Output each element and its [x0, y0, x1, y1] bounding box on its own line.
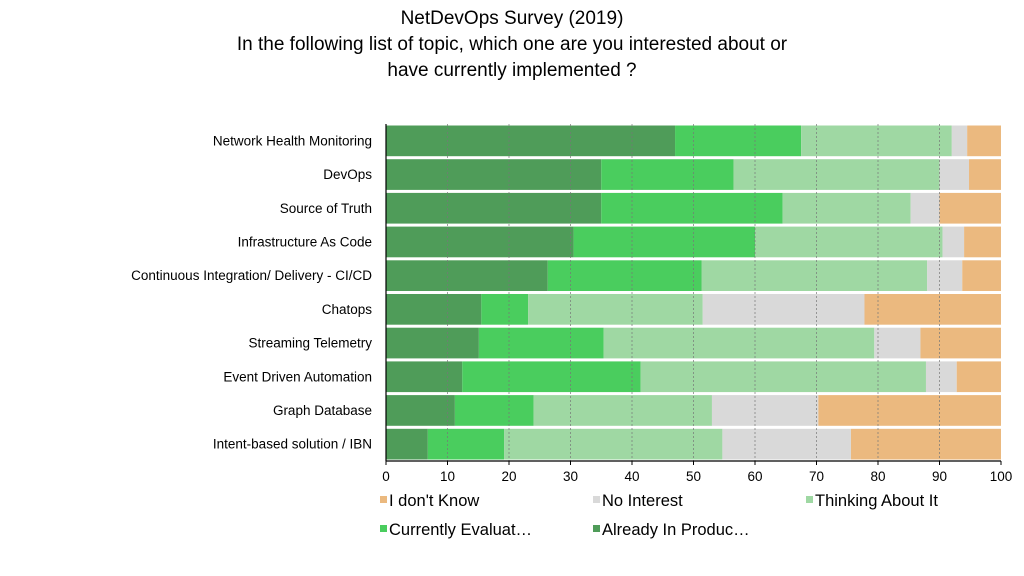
x-tick-label-0: 0 — [382, 469, 390, 484]
category-label-event-driven-automation: Event Driven Automation — [223, 369, 372, 384]
bar-chatops-currently-evaluat — [481, 294, 529, 325]
x-tick-label-70: 70 — [809, 469, 824, 484]
bar-graph-database-thinking-about-it — [533, 395, 712, 426]
chart-title: NetDevOps Survey (2019) In the following… — [0, 6, 1024, 84]
chart-title-line-2: In the following list of topic, which on… — [236, 34, 788, 55]
bar-infrastructure-as-code-no-interest — [942, 226, 965, 258]
bar-graph-database-i-don-t-know — [818, 395, 1001, 426]
x-tick-label-30: 30 — [563, 469, 578, 484]
bar-network-health-monitoring-no-interest — [951, 125, 968, 157]
bar-graph-database-already-in-produc — [386, 395, 455, 426]
bar-graph-database-currently-evaluat — [454, 395, 534, 426]
bar-network-health-monitoring-already-in-produc — [386, 125, 676, 157]
bar-intent-based-solution-ibn-currently-evaluat — [427, 428, 505, 460]
bar-infrastructure-as-code-currently-evaluat — [573, 226, 755, 258]
bar-continuous-integration-delivery-ci-cd-thinking-about-it — [701, 260, 928, 291]
bar-infrastructure-as-code-i-don-t-know — [964, 226, 1001, 258]
bar-source-of-truth-already-in-produc — [386, 192, 602, 224]
bar-devops-currently-evaluat — [601, 159, 734, 190]
category-label-graph-database: Graph Database — [273, 403, 372, 418]
bars-layer — [386, 125, 1001, 460]
category-label-network-health-monitoring: Network Health Monitoring — [213, 133, 372, 148]
bar-source-of-truth-thinking-about-it — [782, 192, 911, 224]
bar-devops-already-in-produc — [386, 159, 602, 190]
bar-streaming-telemetry-i-don-t-know — [920, 327, 1001, 359]
bar-intent-based-solution-ibn-already-in-produc — [386, 428, 428, 460]
bar-infrastructure-as-code-already-in-produc — [386, 226, 574, 258]
category-label-chatops: Chatops — [322, 302, 373, 317]
bar-event-driven-automation-thinking-about-it — [640, 361, 926, 393]
legend-label-i-don-t-know[interactable]: I don't Know — [389, 492, 479, 510]
legend-swatch-i-don-t-know[interactable] — [380, 496, 387, 503]
x-tick-label-80: 80 — [870, 469, 885, 484]
x-tick-label-40: 40 — [624, 469, 639, 484]
chart-title-line-3: have currently implemented ? — [387, 60, 637, 81]
bar-streaming-telemetry-already-in-produc — [386, 327, 479, 359]
category-label-source-of-truth: Source of Truth — [280, 201, 372, 216]
category-label-infrastructure-as-code: Infrastructure As Code — [238, 234, 372, 249]
bar-event-driven-automation-no-interest — [925, 361, 957, 393]
bar-devops-thinking-about-it — [733, 159, 940, 190]
bar-network-health-monitoring-i-don-t-know — [967, 125, 1001, 157]
bar-continuous-integration-delivery-ci-cd-no-interest — [927, 260, 963, 291]
bar-source-of-truth-no-interest — [910, 192, 940, 224]
category-label-devops: DevOps — [323, 167, 372, 182]
grid-layer — [447, 124, 940, 461]
bar-streaming-telemetry-thinking-about-it — [603, 327, 875, 359]
bar-chatops-thinking-about-it — [528, 294, 703, 325]
bar-chatops-already-in-produc — [386, 294, 482, 325]
bar-event-driven-automation-i-don-t-know — [956, 361, 1001, 393]
bar-source-of-truth-i-don-t-know — [939, 192, 1001, 224]
legend: I don't Know No Interest Thinking About It… — [380, 492, 938, 539]
bar-continuous-integration-delivery-ci-cd-i-don-t-know — [962, 260, 1001, 291]
bar-devops-i-don-t-know — [969, 159, 1001, 190]
category-label-intent-based-solution-ibn: Intent-based solution / IBN — [213, 437, 372, 452]
bar-graph-database-no-interest — [711, 395, 819, 426]
x-tick-label-90: 90 — [932, 469, 947, 484]
legend-label-no-interest[interactable]: No Interest — [602, 492, 683, 510]
legend-swatch-thinking-about-it[interactable] — [806, 496, 813, 503]
bar-chatops-i-don-t-know — [864, 294, 1001, 325]
category-label-streaming-telemetry: Streaming Telemetry — [248, 336, 372, 351]
bar-infrastructure-as-code-thinking-about-it — [755, 226, 943, 258]
category-labels: Network Health Monitoring DevOps Source of… — [131, 133, 372, 451]
bar-devops-no-interest — [939, 159, 970, 190]
bar-streaming-telemetry-currently-evaluat — [478, 327, 604, 359]
bar-intent-based-solution-ibn-no-interest — [722, 428, 851, 460]
bar-intent-based-solution-ibn-thinking-about-it — [504, 428, 723, 460]
x-tick-label-10: 10 — [440, 469, 455, 484]
axis-layer — [385, 124, 1002, 465]
bar-network-health-monitoring-thinking-about-it — [801, 125, 952, 157]
x-tick-label-100: 100 — [990, 469, 1013, 484]
legend-label-thinking-about-it[interactable]: Thinking About It — [815, 492, 938, 510]
bar-event-driven-automation-already-in-produc — [386, 361, 463, 393]
bar-continuous-integration-delivery-ci-cd-currently-evaluat — [547, 260, 702, 291]
bar-intent-based-solution-ibn-i-don-t-know — [850, 428, 1001, 460]
bar-source-of-truth-currently-evaluat — [601, 192, 783, 224]
x-tick-label-50: 50 — [686, 469, 701, 484]
legend-label-already-in-produc[interactable]: Already In Produc… — [602, 521, 750, 539]
legend-swatch-already-in-produc[interactable] — [593, 525, 600, 532]
category-label-continuous-integration-delivery-ci-cd: Continuous Integration/ Delivery - CI/CD — [131, 268, 372, 283]
legend-swatch-currently-evaluat[interactable] — [380, 525, 387, 532]
chart-title-line-1: NetDevOps Survey (2019) — [400, 8, 624, 29]
bar-event-driven-automation-currently-evaluat — [462, 361, 641, 393]
bar-continuous-integration-delivery-ci-cd-already-in-produc — [386, 260, 548, 291]
bar-network-health-monitoring-currently-evaluat — [675, 125, 802, 157]
tick-labels: 0 10 20 30 40 50 60 70 80 90 100 — [382, 469, 1012, 484]
bar-chatops-no-interest — [702, 294, 865, 325]
x-tick-label-60: 60 — [747, 469, 762, 484]
legend-swatch-no-interest[interactable] — [593, 496, 600, 503]
legend-label-currently-evaluat[interactable]: Currently Evaluat… — [389, 521, 532, 539]
x-tick-label-20: 20 — [501, 469, 516, 484]
bar-streaming-telemetry-no-interest — [874, 327, 921, 359]
